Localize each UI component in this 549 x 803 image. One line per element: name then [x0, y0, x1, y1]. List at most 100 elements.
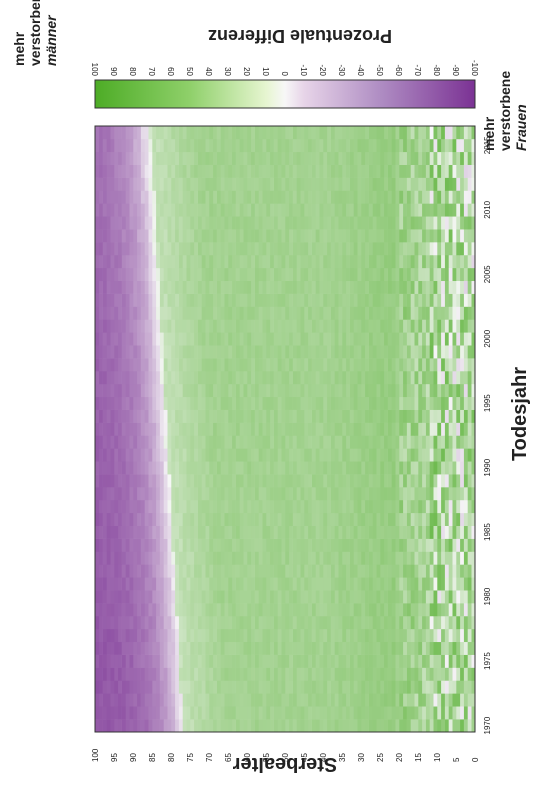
heatmap-cell — [281, 216, 286, 230]
heatmap-cell — [300, 680, 305, 694]
heatmap-cell — [144, 435, 149, 449]
heatmap-cell — [391, 667, 396, 681]
heatmap-cell — [395, 409, 400, 423]
heatmap-cell — [307, 525, 312, 539]
heatmap-cell — [190, 577, 195, 591]
heatmap-cell — [224, 306, 229, 320]
heatmap-cell — [235, 667, 240, 681]
heatmap-cell — [163, 229, 168, 243]
heatmap-cell — [171, 409, 176, 423]
heatmap-cell — [117, 138, 122, 153]
heatmap-cell — [209, 693, 214, 707]
heatmap-cell — [258, 435, 263, 449]
heatmap-cell — [456, 654, 461, 668]
heatmap-cell — [266, 267, 271, 282]
heatmap-cell — [247, 628, 252, 643]
heatmap-cell — [456, 641, 461, 655]
heatmap-cell — [171, 435, 176, 449]
heatmap-cell — [467, 525, 472, 539]
heatmap-cell — [193, 190, 198, 204]
legend-tick-label: 10 — [261, 67, 270, 76]
heatmap-cell — [292, 461, 297, 475]
heatmap-cell — [247, 358, 252, 372]
heatmap-cell — [121, 577, 126, 591]
heatmap-cell — [273, 525, 278, 539]
heatmap-cell — [231, 151, 236, 165]
heatmap-cell — [209, 203, 214, 217]
heatmap-cell — [311, 190, 316, 204]
heatmap-cell — [334, 126, 339, 140]
heatmap-cell — [296, 422, 301, 436]
heatmap-cell — [380, 667, 385, 681]
heatmap-cell — [174, 229, 179, 243]
heatmap-cell — [216, 538, 221, 552]
heatmap-cell — [110, 693, 115, 707]
heatmap-cell — [273, 435, 278, 449]
heatmap-cell — [155, 654, 160, 668]
heatmap-cell — [281, 667, 286, 681]
heatmap-cell — [418, 126, 423, 140]
heatmap-cell — [163, 706, 168, 720]
heatmap-cell — [285, 126, 290, 140]
heatmap-cell — [114, 693, 119, 707]
heatmap-cell — [136, 293, 141, 307]
heatmap-cell — [250, 138, 255, 153]
heatmap-cell — [459, 216, 464, 230]
heatmap-cell — [121, 216, 126, 230]
heatmap-cell — [467, 693, 472, 707]
heatmap-cell — [159, 383, 164, 398]
heatmap-cell — [342, 280, 347, 294]
heatmap-cell — [292, 216, 297, 230]
heatmap-cell — [205, 448, 210, 462]
heatmap-cell — [334, 345, 339, 359]
heatmap-cell — [133, 306, 138, 320]
heatmap-cell — [311, 164, 316, 178]
heatmap-cell — [129, 499, 134, 514]
heatmap-cell — [459, 319, 464, 333]
heatmap-cell — [448, 177, 453, 191]
heatmap-cell — [326, 422, 331, 436]
heatmap-cell — [300, 409, 305, 423]
heatmap-cell — [95, 164, 100, 178]
heatmap-cell — [281, 280, 286, 294]
heatmap-cell — [117, 667, 122, 681]
heatmap-cell — [410, 538, 415, 552]
heatmap-cell — [361, 538, 366, 552]
heatmap-cell — [273, 164, 278, 178]
heatmap-cell — [216, 229, 221, 243]
heatmap-cell — [159, 126, 164, 140]
heatmap-cell — [429, 216, 434, 230]
heatmap-cell — [456, 203, 461, 217]
heatmap-cell — [254, 641, 259, 655]
heatmap-cell — [95, 203, 100, 217]
heatmap-cell — [212, 345, 217, 359]
heatmap-cell — [216, 358, 221, 372]
heatmap-cell — [281, 126, 286, 140]
heatmap-cell — [338, 177, 343, 191]
heatmap-cell — [148, 499, 153, 514]
heatmap-cell — [220, 306, 225, 320]
heatmap-cell — [266, 151, 271, 165]
heatmap-cell — [330, 615, 335, 630]
heatmap-cell — [178, 164, 183, 178]
heatmap-cell — [448, 229, 453, 243]
heatmap-cell — [136, 242, 141, 256]
heatmap-cell — [399, 551, 404, 565]
heatmap-cell — [193, 422, 198, 436]
heatmap-cell — [201, 693, 206, 707]
heatmap-cell — [269, 525, 274, 539]
heatmap-cell — [281, 345, 286, 359]
heatmap-cell — [95, 680, 100, 694]
heatmap-cell — [174, 422, 179, 436]
heatmap-cell — [402, 680, 407, 694]
heatmap-cell — [114, 370, 119, 385]
heatmap-cell — [228, 396, 233, 410]
heatmap-cell — [216, 306, 221, 320]
heatmap-cell — [281, 564, 286, 578]
heatmap-cell — [323, 538, 328, 552]
heatmap-cell — [243, 435, 248, 449]
heatmap-cell — [463, 654, 468, 668]
heatmap-cell — [254, 538, 259, 552]
heatmap-cell — [304, 693, 309, 707]
heatmap-cell — [281, 474, 286, 488]
